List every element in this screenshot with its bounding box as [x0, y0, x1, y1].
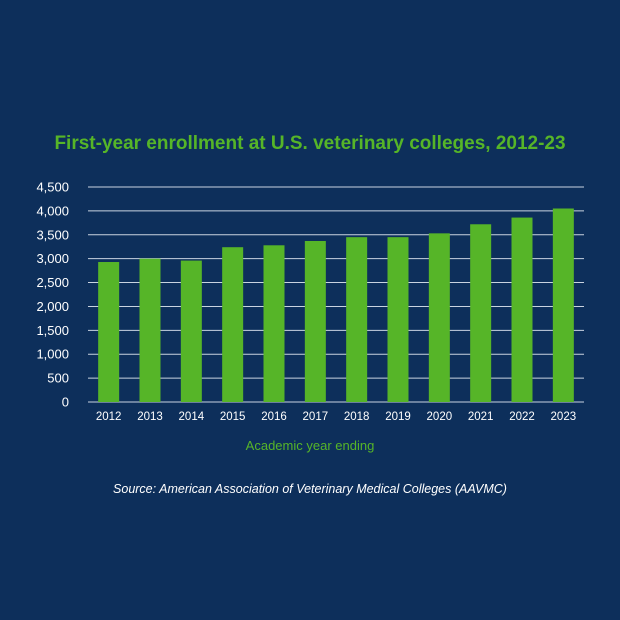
bars: [98, 208, 574, 402]
x-axis-ticks: 2012 2013 2014 2015 2016 2017 2018 2019 2020 2021…: [96, 411, 576, 423]
chart-title: First-year enrollment at U.S. veterinary…: [54, 133, 566, 154]
x-tick-label: 2014: [179, 411, 205, 423]
source-note: Source: American Association of Veterina…: [113, 482, 507, 496]
x-tick-label: 2017: [303, 411, 329, 423]
y-tick-label: 4,000: [36, 203, 69, 218]
bar-2013: [139, 258, 161, 402]
bar-2020: [428, 233, 450, 402]
bar-2019: [387, 237, 409, 402]
y-tick-label: 1,000: [36, 347, 69, 362]
x-tick-label: 2020: [427, 411, 453, 423]
y-tick-label: 0: [62, 395, 69, 410]
y-tick-label: 1,500: [36, 323, 69, 338]
x-tick-label: 2023: [551, 411, 577, 423]
x-tick-label: 2015: [220, 411, 246, 423]
y-tick-label: 4,500: [36, 180, 69, 195]
y-tick-label: 2,000: [36, 299, 69, 314]
bar-2012: [98, 262, 120, 402]
gridlines: [88, 186, 584, 403]
x-tick-label: 2013: [137, 411, 163, 423]
x-tick-label: 2019: [385, 411, 411, 423]
x-tick-label: 2021: [468, 411, 494, 423]
y-tick-label: 3,000: [36, 251, 69, 266]
bar-2023: [552, 208, 574, 402]
y-tick-label: 3,500: [36, 227, 69, 242]
x-tick-label: 2016: [261, 411, 287, 423]
bar-2022: [511, 217, 533, 402]
x-tick-label: 2022: [509, 411, 535, 423]
bar-2015: [222, 247, 244, 402]
y-tick-label: 2,500: [36, 275, 69, 290]
y-tick-label: 500: [47, 371, 69, 386]
x-tick-label: 2018: [344, 411, 370, 423]
bar-2014: [180, 260, 202, 402]
y-axis-ticks: 0 500 1,000 1,500 2,000 2,500 3,000 3,500 4,000 4…: [36, 180, 69, 410]
bar-2017: [304, 240, 326, 402]
x-tick-label: 2012: [96, 411, 122, 423]
bar-2016: [263, 245, 285, 402]
x-axis-label: Academic year ending: [245, 438, 375, 453]
bar-2021: [470, 224, 492, 402]
bar-2018: [346, 237, 368, 402]
